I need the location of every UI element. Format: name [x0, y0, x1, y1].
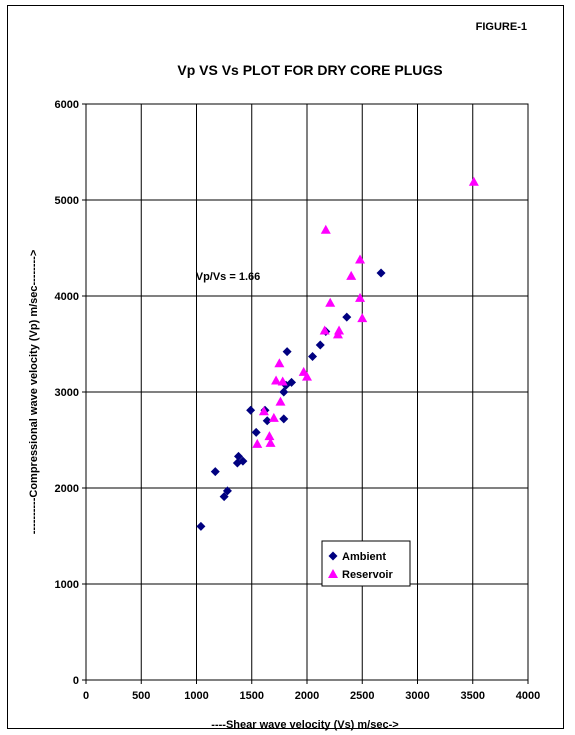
ambient-point: [308, 351, 318, 361]
y-tick-label: 5000: [55, 195, 79, 207]
series-reservoir: [252, 176, 479, 448]
x-tick-label: 500: [132, 690, 150, 702]
series-ambient: [196, 268, 386, 531]
legend-box: [321, 540, 411, 587]
reservoir-point: [346, 270, 357, 280]
y-tick-label: 3000: [55, 387, 79, 399]
ambient-point: [219, 492, 229, 502]
reservoir-point: [320, 224, 331, 234]
reservoir-point: [302, 371, 312, 381]
ambient-point: [222, 486, 232, 496]
figure-label: FIGURE-1: [476, 21, 527, 33]
data-points: [196, 176, 479, 531]
ambient-point: [251, 427, 261, 437]
reservoir-point: [258, 406, 269, 416]
x-tick-label: 3000: [405, 690, 429, 702]
ambient-point: [233, 451, 243, 461]
y-tick-label: 0: [73, 675, 79, 687]
gridlines: [82, 103, 529, 684]
reservoir-point: [319, 325, 330, 335]
y-tick-label: 4000: [55, 291, 79, 303]
ambient-point: [287, 377, 297, 387]
legend-label-reservoir: Reservoir: [342, 569, 393, 581]
y-tick-label: 2000: [55, 483, 79, 495]
y-tick-label: 6000: [55, 99, 79, 111]
y-tick-labels: 0 1000 2000 3000 4000 5000 6000: [55, 99, 79, 687]
x-tick-label: 0: [83, 690, 89, 702]
ambient-point: [196, 521, 206, 531]
y-tick-label: 1000: [55, 579, 79, 591]
legend-label-ambient: Ambient: [342, 551, 386, 563]
ambient-point: [279, 387, 289, 397]
reservoir-point: [325, 297, 336, 307]
reservoir-point: [355, 254, 366, 264]
reservoir-point: [252, 438, 263, 448]
reservoir-point: [275, 396, 286, 406]
ambient-point: [238, 456, 248, 466]
ambient-point: [279, 414, 289, 424]
x-tick-label: 2500: [350, 690, 374, 702]
reservoir-point: [271, 375, 282, 385]
reservoir-point: [468, 176, 479, 186]
x-tick-labels: 0 500 1000 1500 2000 2500 3000 3500 4000: [83, 690, 540, 702]
reservoir-point: [265, 437, 276, 447]
x-tick-label: 2000: [295, 690, 319, 702]
legend-marker-ambient: [328, 551, 338, 561]
ambient-point: [315, 340, 325, 350]
reservoir-point: [355, 292, 366, 302]
x-tick-label: 1000: [184, 690, 208, 702]
ambient-point: [210, 467, 220, 477]
ambient-point: [342, 312, 352, 322]
ambient-point: [246, 405, 256, 415]
ambient-point: [262, 416, 272, 426]
reservoir-point: [334, 325, 345, 335]
reservoir-point: [274, 358, 285, 368]
ambient-point: [282, 347, 292, 357]
x-tick-label: 1500: [240, 690, 264, 702]
ratio-annotation: Vp/Vs = 1.66: [196, 271, 261, 283]
legend-marker-reservoir: [328, 569, 338, 578]
chart-title: Vp VS Vs PLOT FOR DRY CORE PLUGS: [177, 62, 442, 78]
reservoir-point: [268, 412, 279, 422]
x-axis-label: ----Shear wave velocity (Vs) m/sec->: [211, 719, 398, 731]
plot-area-border: [85, 103, 529, 681]
legend: Ambient Reservoir: [321, 540, 411, 587]
chart-frame: [7, 5, 564, 729]
x-tick-label: 3500: [461, 690, 485, 702]
x-tick-label: 4000: [516, 690, 540, 702]
y-axis-label: ----------Compressional wave velocity (V…: [28, 250, 40, 535]
ambient-point: [376, 268, 386, 278]
reservoir-point: [277, 376, 288, 386]
reservoir-point: [357, 313, 368, 323]
reservoir-point: [264, 431, 275, 441]
